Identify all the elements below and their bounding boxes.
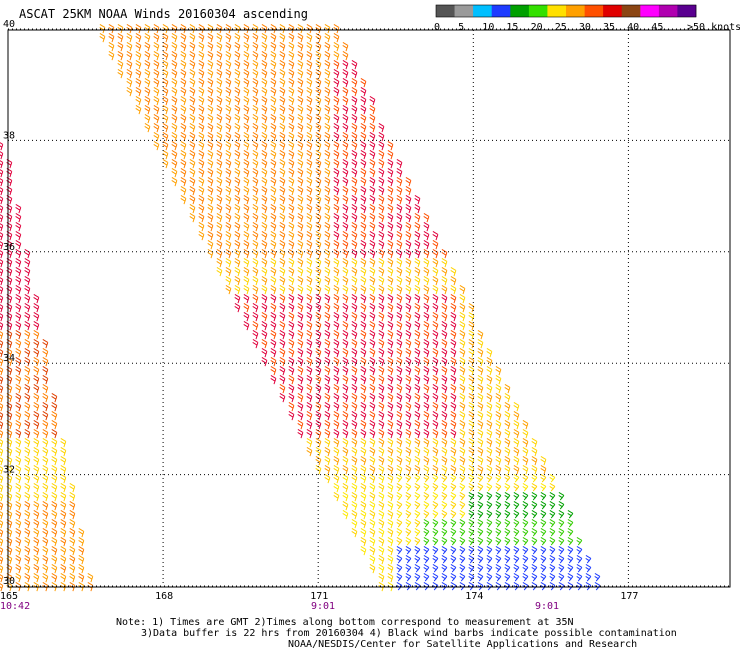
- wind-barb-layer: [0, 23, 601, 592]
- lat-label: 36: [3, 242, 15, 253]
- lon-label: 168: [155, 591, 173, 602]
- lat-label: 38: [3, 130, 15, 141]
- legend-tick: 30: [579, 22, 591, 33]
- legend-swatch: [510, 5, 530, 17]
- time-label: 10:42: [0, 601, 30, 612]
- lon-label: 171: [310, 591, 328, 602]
- legend-swatch: [454, 5, 474, 17]
- legend-tick: 0: [434, 22, 440, 33]
- legend-swatch: [528, 5, 548, 17]
- lat-label: 34: [3, 353, 15, 364]
- legend-tick: 35: [603, 22, 615, 33]
- left-swath: [0, 142, 94, 592]
- legend-unit: >50 knots: [687, 22, 740, 33]
- axis-labels: 40 38 36 34 32 30 165 168 171 174 177 10:42 9:01 9:01: [0, 19, 638, 612]
- legend-tick: 5: [458, 22, 464, 33]
- legend-tick: 25: [555, 22, 567, 33]
- map-title: ASCAT 25KM NOAA Winds 20160304 ascending: [19, 7, 308, 21]
- lon-label: 177: [620, 591, 638, 602]
- lon-label: 165: [0, 591, 18, 602]
- lat-label: 40: [3, 19, 15, 30]
- legend-tick: 10: [482, 22, 494, 33]
- legend-swatch: [640, 5, 660, 17]
- legend-swatch: [436, 5, 455, 17]
- note-line-1: Note: 1) Times are GMT 2)Times along bot…: [116, 617, 574, 628]
- color-legend: 0 5 10 15 20 25 30 35 40 45 >50 knots: [434, 4, 740, 33]
- lat-label: 32: [3, 465, 15, 476]
- legend-tick: 40: [627, 22, 639, 33]
- graticule: [7, 28, 730, 587]
- legend-swatch: [677, 5, 697, 17]
- legend-swatch: [566, 5, 585, 17]
- main-swath: [99, 23, 601, 592]
- legend-swatch: [621, 5, 641, 17]
- legend-swatch: [658, 5, 678, 17]
- legend-tick: 15: [506, 22, 518, 33]
- legend-swatch: [547, 5, 567, 17]
- map-frame: [7, 29, 731, 588]
- note-line-2: 3)Data buffer is 22 hrs from 20160304 4)…: [141, 628, 677, 639]
- legend-tick: 45: [651, 22, 663, 33]
- time-label: 9:01: [311, 601, 335, 612]
- lon-label: 174: [465, 591, 483, 602]
- lat-label: 30: [3, 576, 15, 587]
- note-line-3: NOAA/NESDIS/Center for Satellite Applica…: [288, 639, 638, 650]
- legend-swatch: [603, 5, 622, 17]
- legend-swatch: [473, 5, 492, 17]
- time-label: 9:01: [535, 601, 559, 612]
- legend-swatch: [491, 5, 511, 17]
- legend-tick: 20: [531, 22, 543, 33]
- legend-swatch: [584, 5, 604, 17]
